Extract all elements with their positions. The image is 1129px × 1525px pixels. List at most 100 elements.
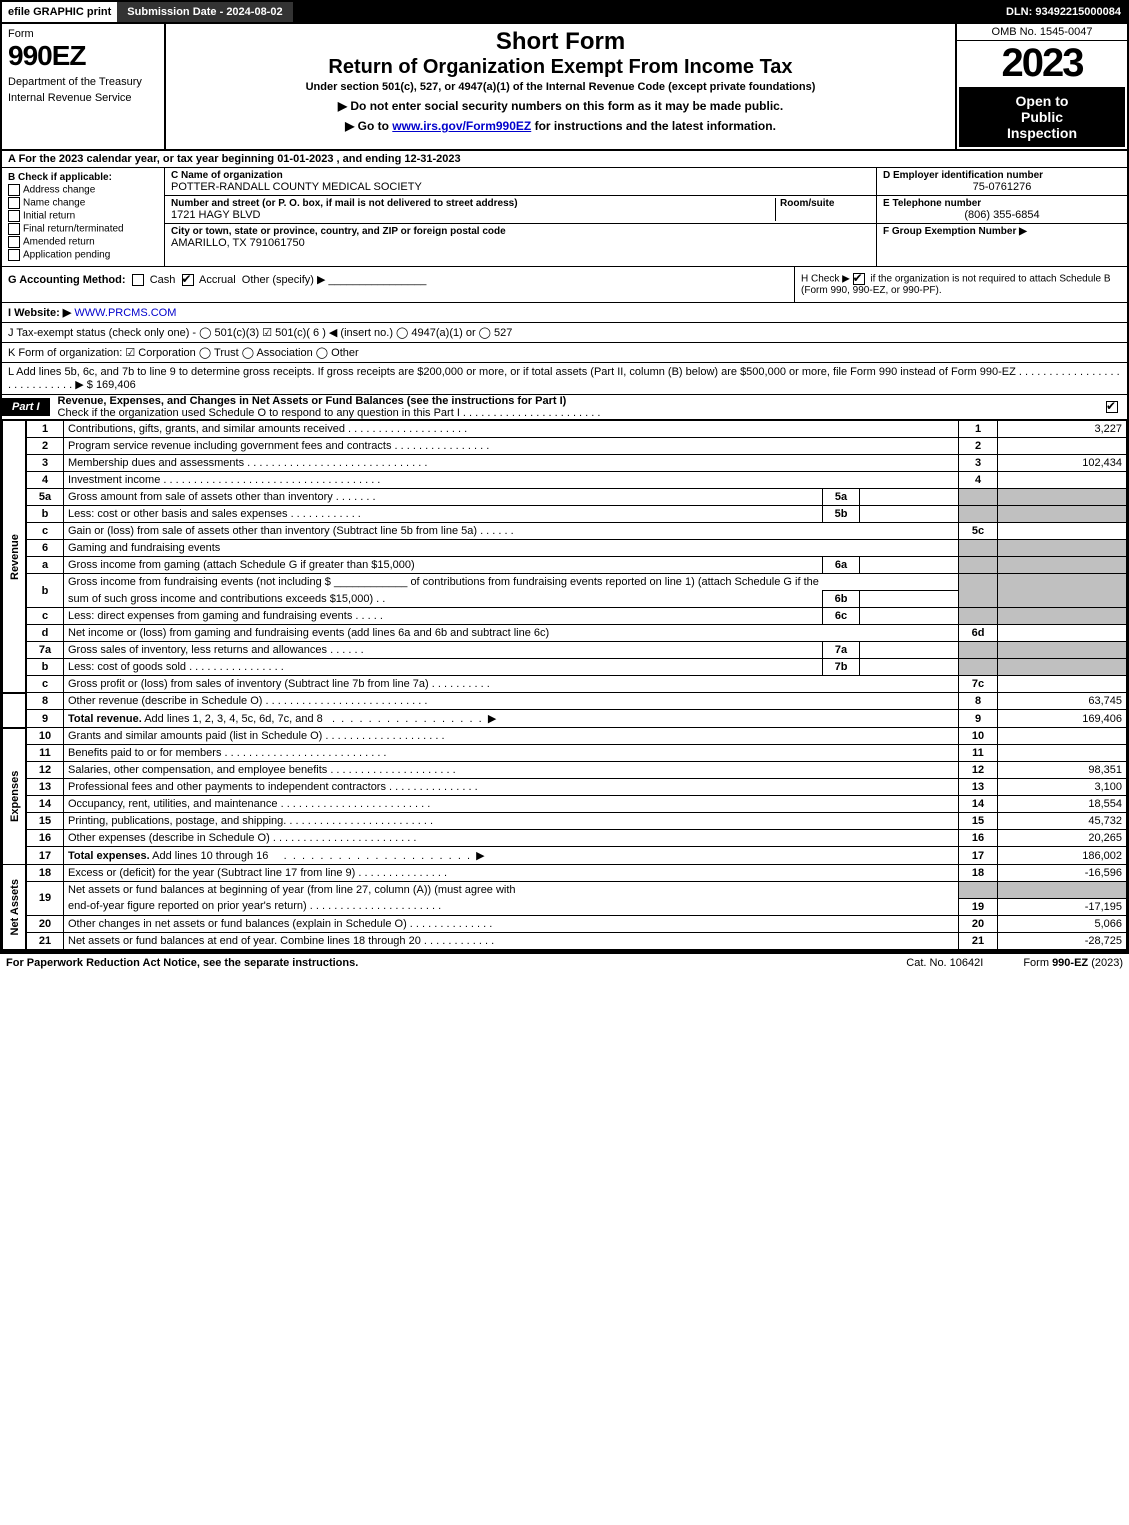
line-6d-ref: 6d <box>959 625 998 642</box>
line-11-value <box>998 745 1127 762</box>
website-link[interactable]: WWW.PRCMS.COM <box>74 307 176 319</box>
expenses-side-label: Expenses <box>3 728 27 865</box>
org-name: POTTER-RANDALL COUNTY MEDICAL SOCIETY <box>171 181 870 193</box>
line-7b-subval <box>860 659 959 676</box>
line-16-desc: Other expenses (describe in Schedule O) … <box>64 830 959 847</box>
ein-label: D Employer identification number <box>883 170 1121 181</box>
line-16-ref: 16 <box>959 830 998 847</box>
tax-year: 2023 <box>957 41 1127 85</box>
line-5b-grey2 <box>998 506 1127 523</box>
submission-date: Submission Date - 2024-08-02 <box>117 2 292 22</box>
line-12-num: 12 <box>26 762 64 779</box>
line-16-value: 20,265 <box>998 830 1127 847</box>
line-5b-desc: Less: cost or other basis and sales expe… <box>64 506 823 523</box>
check-address-change[interactable]: Address change <box>8 184 158 196</box>
line-2-num: 2 <box>26 438 64 455</box>
gross-receipts: 169,406 <box>96 379 136 391</box>
line-5c-desc: Gain or (loss) from sale of assets other… <box>64 523 959 540</box>
section-h: H Check ▶ if the organization is not req… <box>794 267 1127 302</box>
line-10-num: 10 <box>26 728 64 745</box>
line-6d-value <box>998 625 1127 642</box>
street-value: 1721 HAGY BLVD <box>171 209 775 221</box>
line-5a-subval <box>860 489 959 506</box>
line-6-grey <box>959 540 998 557</box>
line-1-value: 3,227 <box>998 421 1127 438</box>
line-6-grey2 <box>998 540 1127 557</box>
section-b-title: B Check if applicable: <box>8 172 158 183</box>
department-label: Department of the Treasury <box>8 76 158 88</box>
top-bar: efile GRAPHIC print Submission Date - 20… <box>0 0 1129 24</box>
line-6b-box: 6b <box>823 591 860 608</box>
line-5a-num: 5a <box>26 489 64 506</box>
line-7b-box: 7b <box>823 659 860 676</box>
line-19-grey2 <box>998 882 1127 899</box>
line-5b-num: b <box>26 506 64 523</box>
line-8-num: 8 <box>26 693 64 710</box>
line-6c-box: 6c <box>823 608 860 625</box>
line-6b-subval <box>860 591 959 608</box>
line-6d-num: d <box>26 625 64 642</box>
line-6c-grey <box>959 608 998 625</box>
line-14-desc: Occupancy, rent, utilities, and maintena… <box>64 796 959 813</box>
dln-number: DLN: 93492215000084 <box>1000 2 1127 22</box>
line-7a-num: 7a <box>26 642 64 659</box>
line-21-ref: 21 <box>959 932 998 949</box>
section-g: G Accounting Method: Cash Accrual Other … <box>2 267 794 302</box>
line-6c-subval <box>860 608 959 625</box>
line-7a-box: 7a <box>823 642 860 659</box>
line-8-ref: 8 <box>959 693 998 710</box>
line-6-num: 6 <box>26 540 64 557</box>
section-gh: G Accounting Method: Cash Accrual Other … <box>2 267 1127 303</box>
line-20-num: 20 <box>26 915 64 932</box>
line-12-value: 98,351 <box>998 762 1127 779</box>
open-line3: Inspection <box>963 125 1121 141</box>
line-5b-box: 5b <box>823 506 860 523</box>
line-15-num: 15 <box>26 813 64 830</box>
room-label: Room/suite <box>780 198 870 209</box>
line-2-ref: 2 <box>959 438 998 455</box>
no-ssn-instruction: ▶ Do not enter social security numbers o… <box>172 99 949 113</box>
return-title: Return of Organization Exempt From Incom… <box>172 56 949 79</box>
check-initial-return[interactable]: Initial return <box>8 210 158 222</box>
line-11-num: 11 <box>26 745 64 762</box>
line-14-num: 14 <box>26 796 64 813</box>
line-6b-grey2 <box>998 574 1127 608</box>
line-7b-desc: Less: cost of goods sold . . . . . . . .… <box>64 659 823 676</box>
line-18-desc: Excess or (deficit) for the year (Subtra… <box>64 865 959 882</box>
line-6b-desc3: sum of such gross income and contributio… <box>64 591 823 608</box>
check-application-pending[interactable]: Application pending <box>8 249 158 261</box>
check-amended-return[interactable]: Amended return <box>8 236 158 248</box>
irs-link[interactable]: www.irs.gov/Form990EZ <box>392 119 531 133</box>
line-9-value: 169,406 <box>998 710 1127 728</box>
line-7c-num: c <box>26 676 64 693</box>
open-to-public: Open to Public Inspection <box>959 87 1125 147</box>
under-section: Under section 501(c), 527, or 4947(a)(1)… <box>172 81 949 93</box>
line-6a-desc: Gross income from gaming (attach Schedul… <box>64 557 823 574</box>
line-13-num: 13 <box>26 779 64 796</box>
check-final-return[interactable]: Final return/terminated <box>8 223 158 235</box>
part1-table: Revenue 1 Contributions, gifts, grants, … <box>2 420 1127 950</box>
part1-schedule-o-check[interactable] <box>1106 401 1127 413</box>
efile-print-label[interactable]: efile GRAPHIC print <box>2 2 117 22</box>
city-label: City or town, state or province, country… <box>171 226 870 237</box>
revenue-side-label-cont <box>3 693 27 728</box>
part1-tag: Part I <box>2 398 50 416</box>
phone-label: E Telephone number <box>883 198 1121 209</box>
line-13-ref: 13 <box>959 779 998 796</box>
part1-header: Part I Revenue, Expenses, and Changes in… <box>2 395 1127 420</box>
line-6a-grey2 <box>998 557 1127 574</box>
line-18-value: -16,596 <box>998 865 1127 882</box>
line-14-ref: 14 <box>959 796 998 813</box>
line-15-value: 45,732 <box>998 813 1127 830</box>
line-12-desc: Salaries, other compensation, and employ… <box>64 762 959 779</box>
line-1-ref: 1 <box>959 421 998 438</box>
line-21-num: 21 <box>26 932 64 949</box>
net-assets-side-label: Net Assets <box>3 865 27 950</box>
line-7a-subval <box>860 642 959 659</box>
footer-right: Form 990-EZ (2023) <box>1023 957 1123 969</box>
line-6a-subval <box>860 557 959 574</box>
line-10-ref: 10 <box>959 728 998 745</box>
line-10-desc: Grants and similar amounts paid (list in… <box>64 728 959 745</box>
line-18-ref: 18 <box>959 865 998 882</box>
check-name-change[interactable]: Name change <box>8 197 158 209</box>
